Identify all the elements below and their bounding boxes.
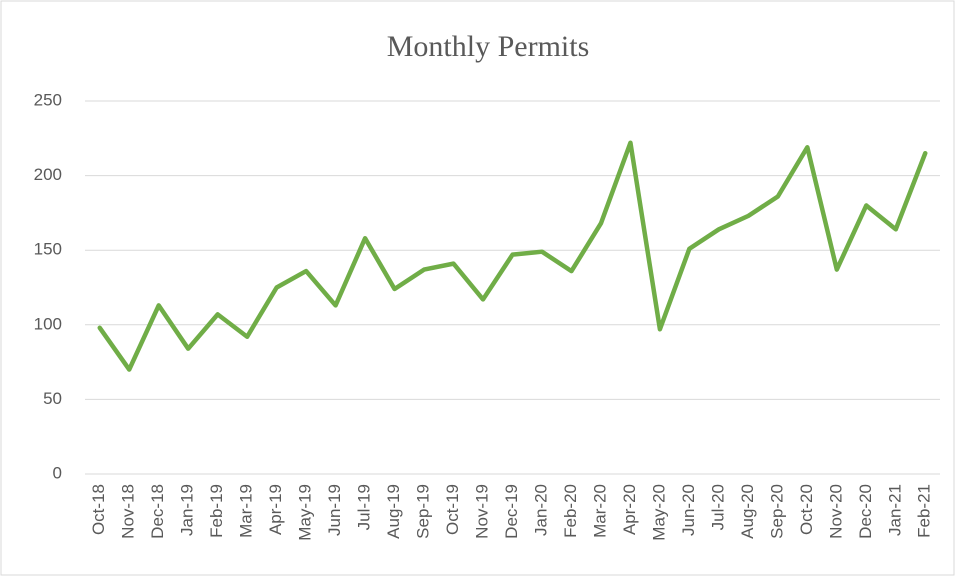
x-tick-label: Apr-19	[266, 484, 285, 535]
y-tick-label: 200	[34, 165, 62, 184]
data-line	[97, 140, 928, 372]
y-tick-label: 250	[34, 90, 62, 109]
x-tick-label: Apr-20	[620, 484, 639, 535]
x-tick-label: Dec-19	[502, 484, 521, 539]
x-tick-label: Feb-19	[207, 484, 226, 538]
x-tick-label: Dec-20	[856, 484, 875, 539]
x-tick-label: Oct-19	[443, 484, 462, 535]
chart-title: Monthly Permits	[387, 30, 590, 63]
x-tick-label: Nov-18	[119, 484, 138, 539]
x-tick-label: Sep-19	[414, 484, 433, 539]
x-tick-label: Jun-19	[325, 484, 344, 536]
x-tick-label: Feb-21	[915, 484, 934, 538]
x-tick-label: Nov-20	[826, 484, 845, 539]
x-tick-label: Sep-20	[767, 484, 786, 539]
x-tick-label: May-20	[649, 484, 668, 541]
x-tick-label: Dec-18	[148, 484, 167, 539]
x-tick-label: Mar-20	[590, 484, 609, 538]
x-tick-label: Jul-20	[708, 484, 727, 530]
x-tick-label: Feb-20	[561, 484, 580, 538]
x-tick-label: Jan-20	[531, 484, 550, 536]
x-tick-label: Aug-19	[384, 484, 403, 539]
x-tick-label: May-19	[296, 484, 315, 541]
y-tick-label: 0	[53, 463, 62, 482]
x-tick-label: Aug-20	[738, 484, 757, 539]
x-tick-label: Jul-19	[355, 484, 374, 530]
x-tick-label: Jan-21	[885, 484, 904, 536]
y-tick-label: 150	[34, 240, 62, 259]
x-tick-label: Nov-19	[473, 484, 492, 539]
x-tick-label: Jun-20	[679, 484, 698, 536]
x-tick-label: Mar-19	[237, 484, 256, 538]
x-tick-label: Oct-20	[797, 484, 816, 535]
y-tick-label: 50	[43, 389, 62, 408]
y-tick-label: 100	[34, 314, 62, 333]
x-tick-label: Jan-19	[178, 484, 197, 536]
x-tick-label: Oct-18	[89, 484, 108, 535]
